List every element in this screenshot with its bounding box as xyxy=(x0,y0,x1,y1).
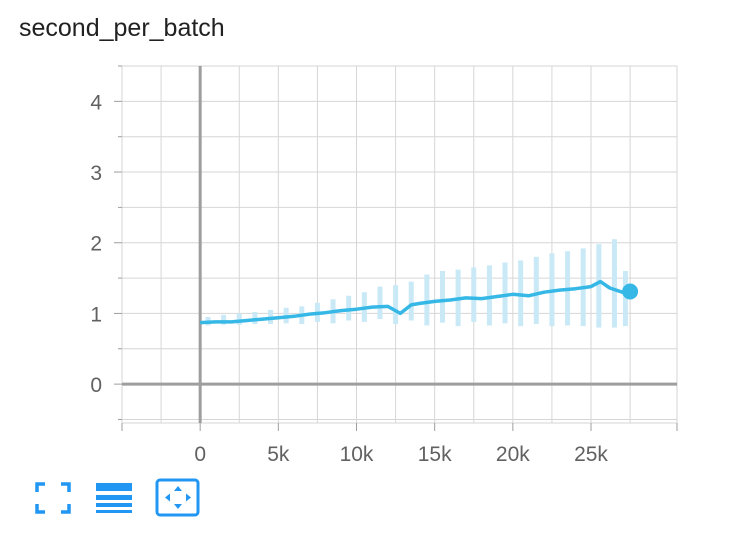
smoothed-series xyxy=(200,279,639,325)
plot-frame xyxy=(121,65,678,424)
raw-spike xyxy=(596,244,602,328)
fullscreen-icon xyxy=(35,482,71,514)
x-tick-label: 15k xyxy=(418,443,452,466)
grid xyxy=(121,65,678,424)
y-tick-label: 0 xyxy=(90,374,102,397)
chart: 0 1 2 3 4 0 5k 10k 15k 20k 25k xyxy=(90,65,678,466)
axes xyxy=(114,65,678,431)
chart-title: second_per_batch xyxy=(19,14,225,42)
raw-spike xyxy=(439,271,445,323)
raw-spike xyxy=(518,260,524,327)
x-tick-label: 10k xyxy=(340,443,374,466)
raw-series xyxy=(205,239,628,328)
raw-spike xyxy=(471,267,477,322)
fit-domain-icon xyxy=(155,478,200,517)
raw-spike xyxy=(393,285,399,325)
fit-domain-button[interactable] xyxy=(155,478,201,518)
smoothed-line xyxy=(200,279,631,325)
raw-spike xyxy=(236,313,242,325)
y-tick-label: 2 xyxy=(90,233,102,256)
raw-spike xyxy=(611,239,617,328)
y-tick-label: 3 xyxy=(90,162,102,185)
raw-spike xyxy=(622,271,628,327)
raw-spike xyxy=(408,281,414,321)
tick-labels: 0 1 2 3 4 0 5k 10k 15k 20k 25k xyxy=(90,91,608,466)
x-tick-label: 20k xyxy=(496,443,530,466)
raw-spike xyxy=(252,312,258,325)
raw-spike xyxy=(486,265,492,326)
raw-spike xyxy=(533,256,539,325)
raw-spike xyxy=(502,262,508,324)
y-tick-label: 4 xyxy=(90,91,102,114)
raw-spike xyxy=(346,295,352,321)
legend-list-icon xyxy=(96,483,132,513)
x-tick-label: 5k xyxy=(267,443,290,466)
raw-spike xyxy=(377,286,383,320)
last-point-marker xyxy=(622,283,639,300)
toggle-legend-button[interactable] xyxy=(92,478,134,518)
fullscreen-button[interactable] xyxy=(32,478,74,518)
x-tick-label: 25k xyxy=(574,443,608,466)
y-tick-label: 1 xyxy=(90,303,102,326)
x-tick-label: 0 xyxy=(194,443,206,466)
raw-spike xyxy=(221,314,227,325)
raw-spike xyxy=(424,274,430,326)
